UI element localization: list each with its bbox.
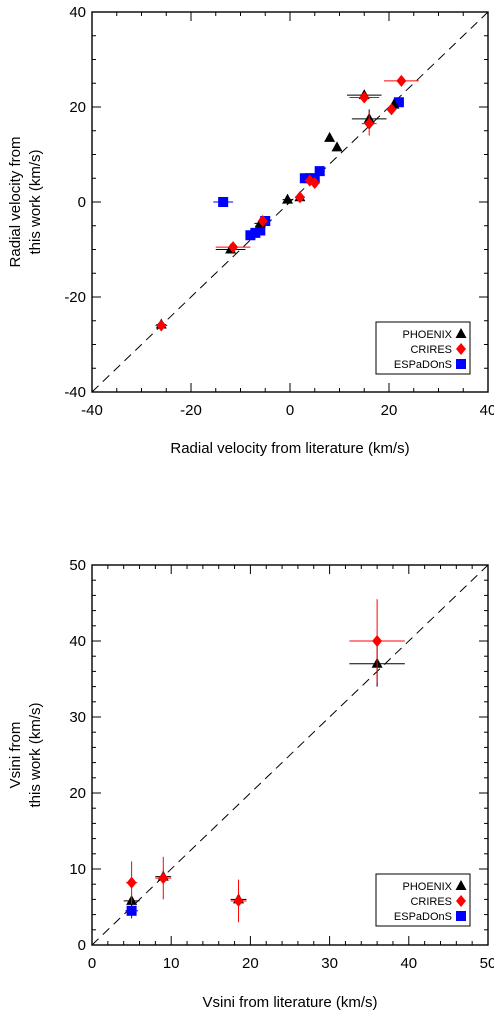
- y-tick-label: 0: [78, 937, 86, 954]
- data-point-crires: [155, 319, 168, 332]
- data-point-crires: [361, 111, 377, 136]
- diamond-marker: [233, 894, 244, 907]
- x-tick-label: 0: [88, 955, 96, 972]
- x-axis-label: Vsini from literature (km/s): [202, 994, 377, 1011]
- x-tick-label: 50: [480, 955, 494, 972]
- series-phoenix: [123, 641, 405, 907]
- diamond-marker: [228, 241, 239, 254]
- legend-square-icon: [456, 911, 466, 921]
- y-tick-label: -40: [64, 384, 86, 401]
- legend-label-crires: CRIRES: [410, 344, 452, 356]
- diamond-marker: [309, 177, 320, 189]
- one-to-one-line: [91, 564, 489, 946]
- plot-frame: [91, 564, 489, 946]
- legend: PHOENIX CRIRES ESPaDOnS: [375, 873, 471, 927]
- x-tick-label: 30: [321, 955, 338, 972]
- data-point-crires: [126, 861, 138, 904]
- legend-triangle-icon: [455, 880, 467, 890]
- x-tick-label: 20: [242, 955, 259, 972]
- x-tick-label: 20: [381, 402, 398, 419]
- square-marker: [126, 905, 137, 916]
- diamond-marker: [126, 876, 137, 889]
- x-tick-label: -20: [180, 402, 202, 419]
- data-point-crires: [386, 103, 397, 116]
- diamond-marker: [386, 103, 397, 116]
- triangle-marker: [331, 141, 343, 152]
- y-tick-label: 20: [69, 99, 86, 116]
- data-point-espadons: [314, 166, 325, 177]
- square-marker: [218, 197, 229, 207]
- diamond-marker: [158, 872, 169, 885]
- series-phoenix: [155, 89, 400, 330]
- legend-square-icon: [456, 359, 466, 369]
- legend-label-phoenix: PHOENIX: [402, 329, 452, 341]
- x-tick-label: -40: [81, 402, 103, 419]
- data-point-phoenix: [331, 141, 343, 152]
- legend: PHOENIX CRIRES ESPaDOnS: [375, 321, 471, 375]
- diamond-marker: [294, 191, 305, 204]
- y-tick-label: -20: [64, 289, 86, 306]
- y-tick-label: 10: [69, 861, 86, 878]
- data-point-crires: [349, 91, 380, 104]
- series-crires: [126, 599, 405, 923]
- data-point-phoenix: [324, 131, 336, 142]
- legend-label-phoenix: PHOENIX: [402, 881, 452, 893]
- data-point-espadons: [213, 197, 234, 207]
- y-tick-label: 50: [69, 557, 86, 574]
- diamond-marker: [372, 635, 383, 647]
- diamond-marker: [396, 74, 407, 87]
- data-point-crires: [384, 74, 419, 87]
- diamond-marker: [156, 319, 167, 332]
- legend-diamond-icon: [456, 895, 466, 907]
- data-point-crires: [349, 599, 405, 683]
- series-espadons: [125, 903, 138, 919]
- data-point-crires: [155, 856, 172, 900]
- y-axis-label: Radial velocity from: [7, 137, 24, 268]
- data-point-crires: [309, 177, 320, 189]
- chart-1: -40-40 -20 -20 0 0 20 20 40 40 Radial velocity fr…: [7, 4, 494, 457]
- square-marker: [314, 166, 325, 177]
- legend-label-espadons: ESPaDOnS: [394, 359, 452, 371]
- y-tick-label: 40: [69, 633, 86, 650]
- x-tick-label: 10: [163, 955, 180, 972]
- y-tick-label: 40: [69, 4, 86, 21]
- series-crires: [155, 74, 419, 332]
- legend-label-crires: CRIRES: [410, 896, 452, 908]
- legend-diamond-icon: [456, 343, 466, 355]
- diamond-marker: [359, 91, 370, 104]
- legend-label-espadons: ESPaDOnS: [394, 911, 452, 923]
- data-point-crires: [215, 241, 251, 254]
- y-tick-label: 20: [69, 785, 86, 802]
- y-tick-label: 30: [69, 709, 86, 726]
- data-point-crires: [230, 879, 247, 923]
- square-marker: [393, 97, 404, 108]
- y-axis-label: this work (km/s): [27, 702, 44, 807]
- triangle-marker: [282, 193, 294, 204]
- legend-triangle-icon: [455, 328, 467, 338]
- data-point-crires: [294, 191, 305, 204]
- square-marker: [255, 225, 266, 236]
- triangle-marker: [324, 131, 336, 142]
- chart-2: 00 10 10 20 20 30 30 40 40 50 50 Vsini from literat…: [7, 557, 494, 1011]
- legend-box: [375, 321, 471, 375]
- y-axis-label: this work (km/s): [27, 149, 44, 254]
- y-axis-label: Vsini from: [7, 722, 24, 789]
- y-tick-label: 0: [78, 194, 86, 211]
- diamond-marker: [257, 215, 268, 227]
- data-point-espadons: [125, 903, 138, 919]
- x-axis-label: Radial velocity from literature (km/s): [170, 440, 409, 457]
- data-point-phoenix: [282, 193, 294, 205]
- legend-box: [375, 873, 471, 927]
- data-point-crires: [257, 215, 268, 227]
- x-tick-label: 0: [286, 402, 294, 419]
- diamond-marker: [364, 117, 375, 130]
- data-point-espadons: [255, 225, 266, 236]
- x-tick-label: 40: [480, 402, 494, 419]
- x-tick-label: 40: [400, 955, 417, 972]
